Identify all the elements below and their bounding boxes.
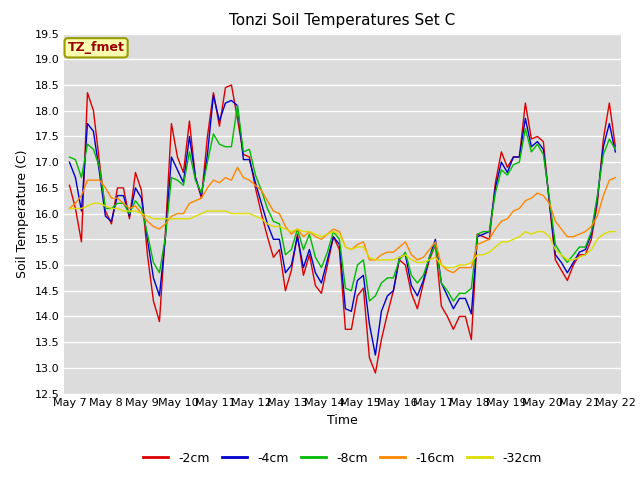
X-axis label: Time: Time: [327, 414, 358, 427]
Title: Tonzi Soil Temperatures Set C: Tonzi Soil Temperatures Set C: [229, 13, 456, 28]
Text: TZ_fmet: TZ_fmet: [68, 41, 125, 54]
Legend: -2cm, -4cm, -8cm, -16cm, -32cm: -2cm, -4cm, -8cm, -16cm, -32cm: [138, 447, 547, 469]
Y-axis label: Soil Temperature (C): Soil Temperature (C): [16, 149, 29, 278]
